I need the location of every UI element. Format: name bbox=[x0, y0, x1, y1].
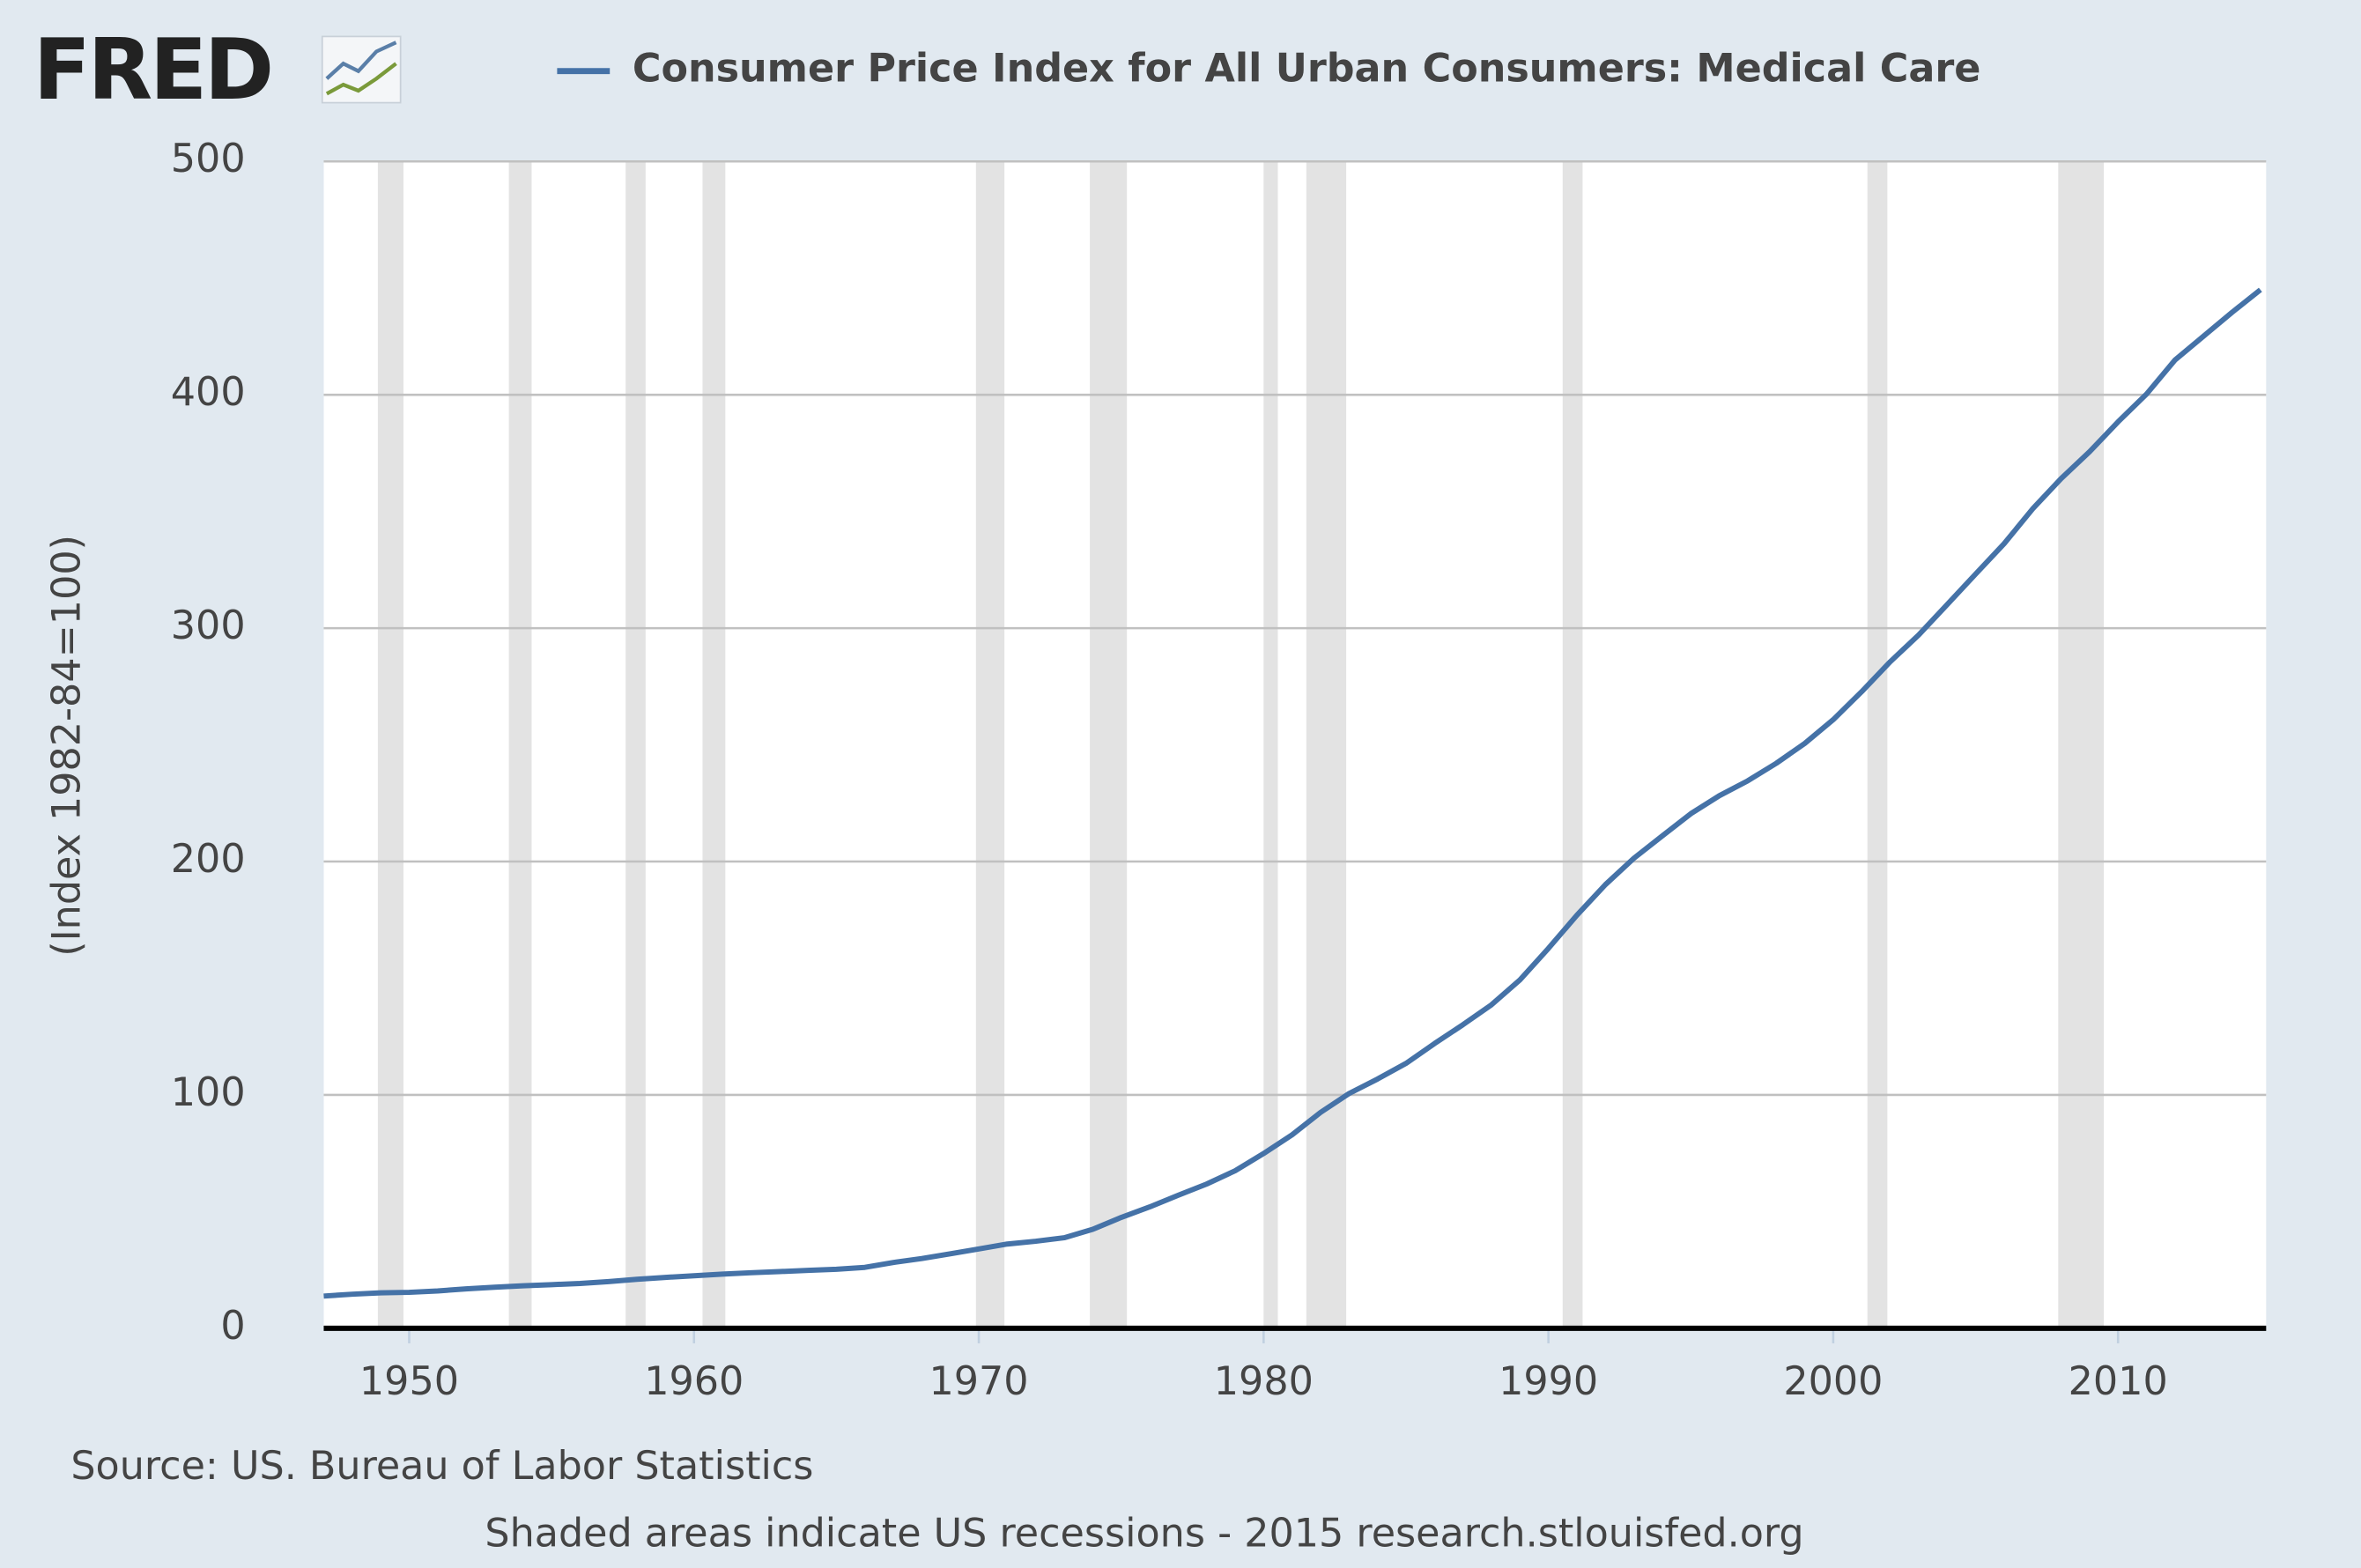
x-tick-label: 1990 bbox=[1499, 1359, 1598, 1404]
y-tick-label: 200 bbox=[171, 837, 246, 882]
x-tick-label: 1950 bbox=[359, 1359, 459, 1404]
logo: FRED bbox=[33, 20, 271, 119]
recession-band bbox=[508, 161, 532, 1328]
x-tick-label: 1960 bbox=[644, 1359, 744, 1404]
x-tick-label: 2000 bbox=[1783, 1359, 1883, 1404]
recession-band bbox=[1263, 161, 1278, 1328]
x-tick-label: 1970 bbox=[929, 1359, 1029, 1404]
recession-band bbox=[377, 161, 403, 1328]
recession-band bbox=[702, 161, 726, 1328]
recession-band bbox=[1090, 161, 1128, 1328]
legend-label: Consumer Price Index for All Urban Consu… bbox=[633, 47, 1981, 92]
source: Source: US. Bureau of Labor Statistics bbox=[70, 1444, 813, 1489]
recession-band bbox=[1562, 161, 1583, 1328]
y-tick-label: 0 bbox=[220, 1304, 245, 1349]
recession-band bbox=[2058, 161, 2105, 1328]
recession-band bbox=[625, 161, 646, 1328]
plot-area bbox=[323, 161, 2267, 1328]
y-tick-label: 400 bbox=[171, 370, 246, 415]
recession-band bbox=[975, 161, 1005, 1328]
x-tick-label: 2010 bbox=[2069, 1359, 2168, 1404]
x-tick-label: 1980 bbox=[1214, 1359, 1314, 1404]
y-tick-label: 100 bbox=[171, 1070, 246, 1115]
recession-band bbox=[1306, 161, 1347, 1328]
y-axis-label: (Index 1982-84=100) bbox=[45, 535, 90, 957]
y-tick-label: 300 bbox=[171, 603, 246, 648]
logo-icon bbox=[321, 35, 402, 104]
y-tick-label: 500 bbox=[171, 137, 246, 181]
footer: Shaded areas indicate US recessions - 20… bbox=[485, 1512, 1803, 1557]
data-line bbox=[323, 287, 2262, 1299]
recession-band bbox=[1867, 161, 1888, 1328]
